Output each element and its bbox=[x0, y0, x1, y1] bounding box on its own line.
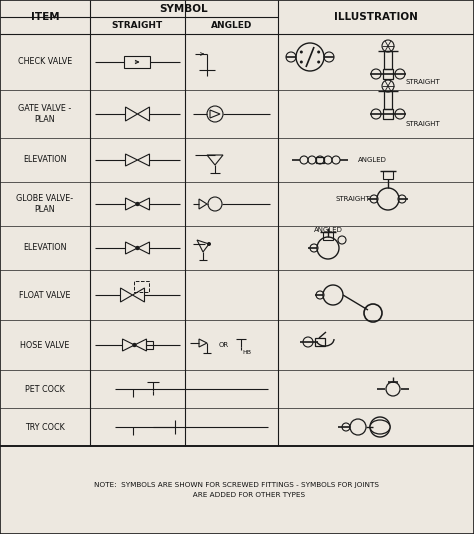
Text: ANGLED: ANGLED bbox=[358, 157, 387, 163]
Text: STRAIGHT: STRAIGHT bbox=[406, 121, 441, 127]
Bar bbox=[0, 0, 474, 446]
Circle shape bbox=[135, 246, 140, 250]
Text: OR: OR bbox=[219, 342, 229, 348]
Circle shape bbox=[377, 188, 399, 210]
Text: FLOAT VALVE: FLOAT VALVE bbox=[19, 290, 71, 300]
Bar bbox=[146, 341, 154, 349]
Text: STRAIGHT: STRAIGHT bbox=[336, 196, 370, 202]
Bar bbox=[135, 281, 149, 292]
Text: GLOBE VALVE-
PLAN: GLOBE VALVE- PLAN bbox=[17, 194, 73, 214]
Text: ARE ADDED FOR OTHER TYPES: ARE ADDED FOR OTHER TYPES bbox=[168, 492, 306, 498]
Bar bbox=[315, 338, 325, 346]
Text: HB: HB bbox=[242, 350, 251, 356]
Bar bbox=[383, 171, 393, 179]
Text: PET COCK: PET COCK bbox=[25, 384, 65, 394]
Text: NOTE:  SYMBOLS ARE SHOWN FOR SCREWED FITTINGS - SYMBOLS FOR JOINTS: NOTE: SYMBOLS ARE SHOWN FOR SCREWED FITT… bbox=[94, 482, 380, 488]
Text: ANGLED: ANGLED bbox=[211, 21, 252, 30]
Text: SYMBOL: SYMBOL bbox=[160, 4, 208, 13]
Ellipse shape bbox=[370, 420, 390, 434]
Text: ITEM: ITEM bbox=[31, 12, 59, 22]
Bar bbox=[384, 51, 392, 69]
Text: ELEVATION: ELEVATION bbox=[23, 155, 67, 164]
Text: HOSE VALVE: HOSE VALVE bbox=[20, 341, 70, 349]
Circle shape bbox=[317, 237, 339, 259]
Text: ANGLED: ANGLED bbox=[314, 227, 342, 233]
Bar bbox=[383, 69, 393, 79]
Text: ILLUSTRATION: ILLUSTRATION bbox=[334, 12, 418, 22]
Circle shape bbox=[132, 343, 137, 347]
Circle shape bbox=[135, 202, 140, 206]
Bar bbox=[316, 157, 324, 163]
Text: STRAIGHT: STRAIGHT bbox=[112, 21, 163, 30]
Text: GATE VALVE -
PLAN: GATE VALVE - PLAN bbox=[18, 104, 72, 124]
Circle shape bbox=[207, 242, 211, 246]
Bar bbox=[125, 56, 151, 68]
Circle shape bbox=[317, 60, 320, 64]
Bar bbox=[0, 446, 474, 534]
Text: STRAIGHT: STRAIGHT bbox=[406, 79, 441, 85]
Bar bbox=[384, 91, 392, 109]
Text: ELEVATION: ELEVATION bbox=[23, 244, 67, 253]
Bar bbox=[383, 109, 393, 119]
Circle shape bbox=[300, 51, 303, 53]
Text: CHECK VALVE: CHECK VALVE bbox=[18, 58, 72, 67]
Bar bbox=[323, 232, 333, 240]
Circle shape bbox=[300, 60, 303, 64]
Circle shape bbox=[370, 417, 390, 437]
Circle shape bbox=[317, 51, 320, 53]
Text: TRY COCK: TRY COCK bbox=[25, 422, 65, 431]
